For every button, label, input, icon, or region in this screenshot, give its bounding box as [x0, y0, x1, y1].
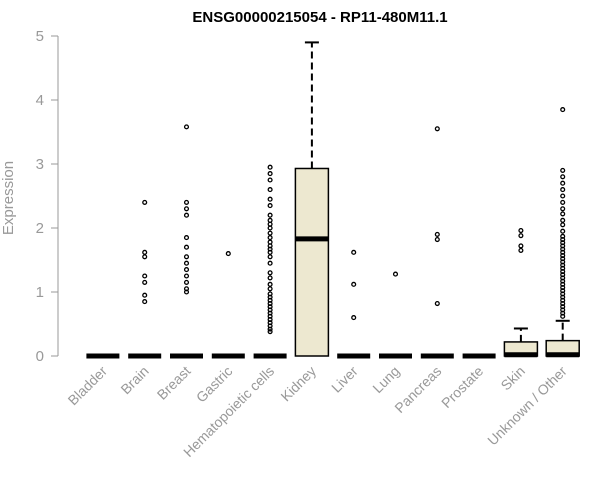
- outlier-point: [142, 254, 148, 260]
- y-tick-label: 5: [36, 28, 44, 45]
- outlier-point: [267, 235, 273, 241]
- outlier-point: [560, 199, 566, 205]
- outlier-point: [560, 107, 566, 113]
- outlier-point: [267, 286, 273, 292]
- outlier-point: [267, 196, 273, 202]
- outlier-point: [142, 299, 148, 305]
- outlier-point: [560, 206, 566, 212]
- outlier-point: [267, 239, 273, 245]
- outlier-point: [142, 279, 148, 285]
- outlier-point: [518, 233, 524, 239]
- y-tick-label: 4: [36, 92, 44, 109]
- box-brain: [128, 199, 162, 359]
- outlier-point: [518, 243, 524, 249]
- outlier-point: [351, 249, 357, 255]
- outlier-point: [267, 329, 273, 335]
- outlier-point: [560, 193, 566, 199]
- outlier-point: [434, 236, 440, 243]
- outlier-point: [267, 164, 273, 170]
- box-kidney: [294, 41, 330, 357]
- box-unknown-other: [545, 107, 580, 358]
- y-tick-label: 1: [36, 284, 44, 301]
- outlier-point: [560, 187, 566, 193]
- x-tick-label: Unknown / Other: [484, 363, 570, 449]
- y-axis-label: Expression: [0, 161, 17, 235]
- x-tick-label: Lung: [369, 363, 402, 396]
- outlier-point: [183, 267, 190, 273]
- box-breast: [170, 124, 203, 359]
- outlier-point: [518, 247, 524, 253]
- outlier-point: [560, 233, 566, 239]
- x-tick-label: Bladder: [65, 363, 111, 409]
- outlier-point: [267, 230, 273, 236]
- outlier-point: [267, 203, 273, 209]
- outlier-point: [183, 206, 190, 212]
- y-tick-label: 3: [36, 156, 44, 173]
- box-pancreas: [420, 126, 454, 359]
- outlier-point: [351, 281, 357, 287]
- box-hematopoietic-cells: [253, 164, 287, 359]
- box-rect: [294, 167, 330, 357]
- outlier-point: [560, 180, 566, 186]
- outlier-point: [267, 171, 273, 177]
- outlier-point: [560, 174, 566, 180]
- y-axis: 0 1 2 3 4 5: [36, 28, 59, 365]
- y-tick-label: 0: [36, 348, 44, 365]
- outlier-point: [225, 251, 231, 257]
- outlier-point: [434, 126, 440, 132]
- outlier-point: [518, 228, 524, 234]
- outlier-point: [183, 124, 190, 130]
- outlier-point: [434, 231, 440, 237]
- outlier-point: [267, 260, 273, 266]
- outlier-point: [183, 260, 190, 266]
- y-tick-label: 2: [36, 220, 44, 237]
- x-tick-label: Kidney: [277, 363, 319, 405]
- outlier-point: [560, 217, 566, 223]
- outlier-point: [392, 271, 399, 277]
- outlier-point: [142, 292, 148, 298]
- outlier-point: [267, 177, 273, 183]
- box-skin: [503, 228, 539, 358]
- outlier-point: [560, 167, 566, 173]
- x-tick-label: Skin: [497, 363, 528, 394]
- box-liver: [337, 249, 371, 359]
- outlier-point: [560, 211, 566, 217]
- outlier-point: [267, 212, 273, 218]
- outlier-point: [267, 275, 273, 281]
- chart-title: ENSG00000215054 - RP11-480M11.1: [192, 9, 447, 26]
- box-gastric: [211, 251, 245, 359]
- outlier-point: [267, 217, 273, 223]
- outlier-point: [183, 254, 190, 260]
- outlier-point: [267, 254, 273, 260]
- outlier-point: [142, 249, 148, 255]
- outlier-point: [183, 244, 190, 250]
- x-tick-label: Liver: [328, 363, 361, 396]
- outlier-point: [183, 199, 190, 205]
- outlier-point: [183, 279, 190, 285]
- outlier-point: [560, 222, 566, 228]
- outlier-point: [267, 291, 273, 297]
- outlier-point: [267, 270, 273, 276]
- boxes-layer: [86, 41, 580, 359]
- x-tick-label: Brain: [117, 363, 151, 397]
- box-lung: [379, 271, 412, 359]
- x-tick-label: Prostate: [438, 363, 486, 411]
- outlier-point: [183, 286, 190, 292]
- outlier-point: [183, 235, 190, 241]
- outlier-point: [183, 212, 190, 218]
- outlier-point: [351, 315, 357, 321]
- outlier-point: [183, 273, 190, 279]
- outlier-point: [560, 228, 566, 234]
- outlier-point: [142, 273, 148, 279]
- x-tick-label: Breast: [154, 363, 194, 403]
- outlier-point: [142, 199, 148, 205]
- outlier-point: [434, 300, 440, 307]
- outlier-point: [267, 281, 273, 287]
- outlier-point: [267, 187, 273, 193]
